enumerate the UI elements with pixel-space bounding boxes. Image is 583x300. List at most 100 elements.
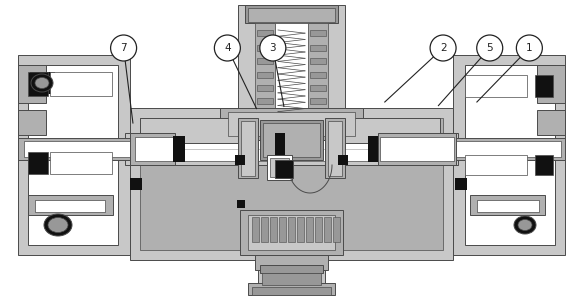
Bar xyxy=(310,30,326,36)
Text: 7: 7 xyxy=(120,43,127,53)
Bar xyxy=(220,108,363,140)
Bar xyxy=(24,141,132,157)
Text: 4: 4 xyxy=(224,43,231,53)
Bar xyxy=(477,200,539,212)
Bar xyxy=(263,123,320,157)
Bar xyxy=(28,72,48,96)
Circle shape xyxy=(477,35,503,61)
Bar xyxy=(338,155,348,165)
Bar xyxy=(288,217,295,242)
Bar xyxy=(465,65,555,245)
Bar xyxy=(140,118,238,143)
Circle shape xyxy=(517,35,542,61)
Bar xyxy=(270,158,289,177)
Bar xyxy=(140,118,443,250)
Bar xyxy=(18,138,133,160)
Text: 2: 2 xyxy=(440,43,447,53)
Bar xyxy=(257,45,273,51)
Bar xyxy=(28,65,118,245)
Bar xyxy=(257,85,273,91)
Bar xyxy=(451,141,561,157)
Bar xyxy=(306,217,313,242)
Bar xyxy=(18,110,46,135)
Bar xyxy=(470,195,545,215)
Bar xyxy=(275,133,285,165)
Bar xyxy=(240,210,343,255)
Text: 5: 5 xyxy=(486,43,493,53)
Bar xyxy=(130,133,175,165)
Bar xyxy=(257,98,273,104)
Bar xyxy=(248,215,335,250)
Text: 3: 3 xyxy=(269,43,276,53)
Bar xyxy=(260,120,323,160)
Bar xyxy=(257,72,273,78)
Bar xyxy=(28,152,48,174)
Bar xyxy=(235,155,245,165)
Bar xyxy=(310,85,326,91)
Bar xyxy=(368,136,378,162)
Bar xyxy=(255,255,328,270)
Bar xyxy=(535,75,553,97)
Bar xyxy=(50,152,112,174)
Bar xyxy=(130,137,453,161)
Bar xyxy=(255,23,275,133)
Bar xyxy=(450,138,565,160)
Bar xyxy=(537,110,565,135)
Bar xyxy=(245,5,338,23)
Bar xyxy=(308,23,328,133)
Circle shape xyxy=(260,35,286,61)
Circle shape xyxy=(111,35,136,61)
Bar xyxy=(333,217,340,242)
Bar xyxy=(35,200,105,212)
Bar xyxy=(173,136,185,162)
Bar xyxy=(275,160,293,178)
Text: 1: 1 xyxy=(526,43,533,53)
Ellipse shape xyxy=(31,74,53,92)
Bar xyxy=(130,178,142,190)
Ellipse shape xyxy=(44,214,72,236)
Bar xyxy=(257,111,273,117)
Bar xyxy=(310,98,326,104)
Circle shape xyxy=(430,35,456,61)
Bar xyxy=(275,23,308,133)
Ellipse shape xyxy=(48,218,68,232)
Bar xyxy=(28,195,113,215)
Bar xyxy=(258,270,325,288)
Bar xyxy=(297,217,304,242)
Bar xyxy=(378,133,456,165)
Bar xyxy=(325,118,345,178)
Bar xyxy=(252,217,259,242)
Bar xyxy=(260,265,323,273)
Bar xyxy=(465,75,527,97)
Bar xyxy=(315,217,322,242)
Bar xyxy=(237,200,245,208)
Bar xyxy=(135,137,173,161)
Bar xyxy=(537,65,565,103)
Bar xyxy=(50,72,112,96)
Bar xyxy=(453,55,565,255)
Bar xyxy=(267,155,292,180)
Bar xyxy=(261,217,268,242)
Bar xyxy=(125,133,458,165)
Bar xyxy=(455,178,467,190)
Bar xyxy=(18,65,46,103)
Bar xyxy=(30,72,55,94)
Bar xyxy=(310,72,326,78)
Bar xyxy=(248,8,335,22)
Bar xyxy=(310,111,326,117)
Bar xyxy=(257,30,273,36)
Bar xyxy=(248,283,335,295)
Ellipse shape xyxy=(514,216,536,234)
Bar xyxy=(238,118,258,178)
Bar xyxy=(310,58,326,64)
Bar xyxy=(238,5,345,150)
Bar xyxy=(262,273,321,285)
Bar xyxy=(241,121,255,176)
Bar xyxy=(324,217,331,242)
Bar xyxy=(257,58,273,64)
Bar xyxy=(380,137,454,161)
Ellipse shape xyxy=(518,220,532,230)
Bar xyxy=(535,155,553,175)
Bar xyxy=(270,217,277,242)
Ellipse shape xyxy=(35,77,49,88)
